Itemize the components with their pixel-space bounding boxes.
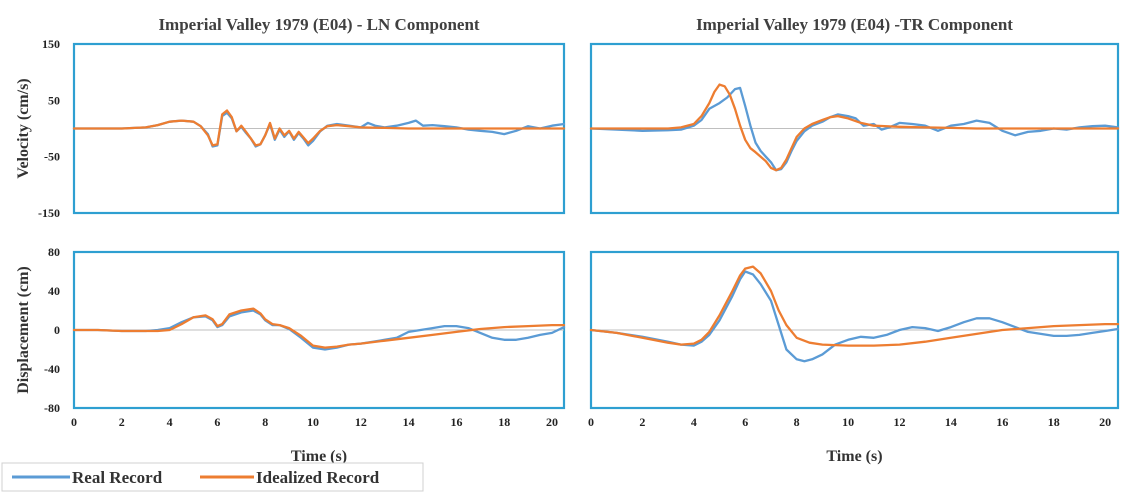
x-axis-label: Time (s) xyxy=(291,448,347,465)
chart-panel-2: 80 40 0 -40 -80 0 2 4 6 8 10 12 14 16 18 20 Displacement… xyxy=(15,245,566,465)
x-tick-label: 2 xyxy=(639,415,645,429)
y-tick-label: -50 xyxy=(44,150,60,164)
chart-title: Imperial Valley 1979 (E04) - LN Componen… xyxy=(158,15,479,34)
x-tick-label: 18 xyxy=(498,415,510,429)
y-tick-label: 0 xyxy=(54,323,60,337)
series-line-real xyxy=(589,270,1120,363)
chart-panel-1: Imperial Valley 1979 (E04) -TR Component xyxy=(589,15,1120,215)
series-line-idealized xyxy=(589,83,1120,172)
x-tick-label: 2 xyxy=(119,415,125,429)
x-tick-label: 4 xyxy=(691,415,697,429)
x-tick-label: 0 xyxy=(71,415,77,429)
x-tick-label: 6 xyxy=(742,415,748,429)
y-tick-label: -80 xyxy=(44,401,60,415)
x-tick-label: 10 xyxy=(842,415,854,429)
y-axis-label: Displacement (cm) xyxy=(15,266,32,394)
x-tick-label: 14 xyxy=(403,415,415,429)
x-tick-label: 10 xyxy=(307,415,319,429)
chart-panel-3: 0 2 4 6 8 10 12 14 16 18 20 Time (s) xyxy=(588,250,1120,465)
x-tick-label: 18 xyxy=(1048,415,1060,429)
x-tick-label: 12 xyxy=(355,415,367,429)
legend-label-idealized: Idealized Record xyxy=(256,468,380,487)
chart-panel-0: Imperial Valley 1979 (E04) - LN Componen… xyxy=(15,15,566,220)
x-tick-label: 8 xyxy=(794,415,800,429)
series-line-idealized xyxy=(589,265,1120,347)
x-tick-label: 16 xyxy=(996,415,1008,429)
chart-title: Imperial Valley 1979 (E04) -TR Component xyxy=(696,15,1013,34)
series-line-idealized xyxy=(72,109,566,147)
x-tick-label: 12 xyxy=(893,415,905,429)
x-tick-label: 8 xyxy=(262,415,268,429)
y-tick-label: -150 xyxy=(38,206,60,220)
series-line-idealized xyxy=(72,307,566,349)
legend-label-real: Real Record xyxy=(72,468,163,487)
y-tick-label: -40 xyxy=(44,362,60,376)
legend: Real Record Idealized Record xyxy=(1,462,424,492)
x-tick-label: 6 xyxy=(214,415,220,429)
y-tick-label: 50 xyxy=(48,93,60,107)
y-tick-label: 80 xyxy=(48,245,60,259)
y-axis-label: Velocity (cm/s) xyxy=(15,78,32,178)
x-tick-label: 0 xyxy=(588,415,594,429)
x-axis-label: Time (s) xyxy=(826,448,882,465)
x-tick-label: 20 xyxy=(546,415,558,429)
y-tick-label: 150 xyxy=(42,37,60,51)
y-tick-label: 40 xyxy=(48,284,60,298)
x-tick-label: 4 xyxy=(167,415,173,429)
x-tick-label: 16 xyxy=(450,415,462,429)
x-tick-label: 14 xyxy=(945,415,957,429)
x-tick-label: 20 xyxy=(1099,415,1111,429)
